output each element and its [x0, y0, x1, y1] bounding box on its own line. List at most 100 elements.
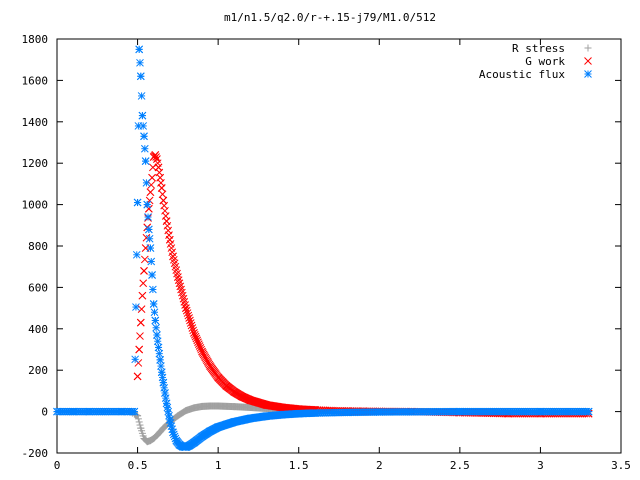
data-point: [185, 314, 193, 322]
data-point: [176, 282, 185, 291]
data-point: [230, 403, 238, 411]
data-point: [294, 409, 303, 418]
data-point: [164, 226, 173, 235]
data-point: [132, 250, 141, 259]
y-tick-label: 1000: [22, 199, 49, 212]
chart-title: m1/n1.5/q2.0/r-+.15-j79/M1.0/512: [224, 11, 436, 24]
data-point: [175, 279, 184, 288]
data-point: [190, 404, 198, 412]
data-point: [162, 217, 171, 226]
legend-marker: [584, 70, 592, 78]
data-point: [189, 326, 198, 335]
data-point: [151, 151, 160, 159]
data-point: [156, 173, 164, 182]
legend-label: G work: [525, 55, 565, 68]
data-point: [190, 329, 198, 337]
data-point: [140, 255, 149, 264]
data-point: [142, 179, 151, 187]
data-point: [136, 421, 144, 429]
y-tick-label: 1600: [22, 74, 49, 87]
data-point: [184, 311, 193, 320]
data-point: [179, 294, 188, 303]
data-point: [158, 190, 167, 199]
data-point: [584, 407, 593, 416]
data-point: [183, 309, 192, 317]
data-point: [143, 438, 151, 446]
data-point: [161, 389, 169, 397]
data-point: [152, 153, 160, 161]
data-point: [156, 428, 164, 436]
data-point: [174, 273, 182, 281]
data-point: [174, 276, 183, 285]
data-point: [53, 407, 61, 416]
legend-marker: [584, 57, 592, 65]
data-point: [133, 198, 142, 207]
data-point: [188, 324, 197, 332]
data-point: [117, 407, 126, 416]
x-tick-label: 1: [215, 459, 222, 472]
data-point: [139, 279, 148, 288]
data-point: [198, 347, 206, 356]
data-point: [343, 408, 351, 417]
data-point: [222, 381, 231, 390]
data-point: [206, 427, 214, 436]
plot-area: [53, 45, 593, 452]
data-point: [134, 412, 142, 420]
data-point: [146, 244, 155, 252]
data-point: [185, 441, 193, 450]
legend-label: R stress: [512, 42, 565, 55]
data-point: [169, 428, 177, 437]
data-point: [190, 438, 198, 447]
data-point: [246, 403, 254, 411]
data-point: [144, 225, 153, 234]
data-point: [143, 200, 152, 209]
data-point: [187, 321, 196, 330]
data-point: [146, 188, 155, 197]
data-point: [169, 252, 177, 261]
y-tick-label: 800: [28, 240, 48, 253]
data-point: [165, 411, 173, 420]
data-point: [177, 285, 185, 294]
data-point: [135, 418, 143, 426]
data-point: [165, 231, 173, 239]
data-point: [214, 373, 222, 382]
data-point: [139, 122, 148, 130]
data-point: [186, 319, 195, 327]
data-point: [230, 388, 239, 396]
data-point: [148, 271, 156, 279]
data-point: [375, 408, 384, 416]
y-axis: -200 0 200 400 600 800 1000 1200 1400 1600 1800: [22, 33, 621, 460]
data-point: [144, 204, 153, 213]
y-tick-label: 600: [28, 281, 48, 294]
legend-label: Acoustic flux: [479, 68, 565, 81]
data-point: [186, 316, 194, 325]
data-point: [182, 407, 190, 415]
x-axis: 0 0.5 1 1.5 2 2.5 3 3.5: [54, 39, 631, 472]
data-point: [182, 304, 190, 312]
data-point: [182, 306, 191, 315]
x-tick-label: 2.5: [450, 459, 470, 472]
y-tick-label: 400: [28, 323, 48, 336]
data-point: [138, 111, 147, 120]
data-point: [214, 423, 222, 431]
y-tick-label: 0: [41, 406, 48, 419]
data-point: [178, 288, 186, 297]
data-point: [69, 407, 77, 416]
data-point: [156, 355, 164, 364]
data-point: [152, 323, 160, 332]
data-point: [230, 418, 239, 426]
data-point: [153, 331, 161, 339]
data-point: [198, 402, 206, 410]
data-point: [149, 285, 157, 294]
data-point: [131, 355, 140, 364]
data-point: [174, 412, 182, 420]
data-point: [159, 196, 168, 205]
data-point: [246, 396, 255, 405]
x-tick-label: 0.5: [128, 459, 148, 472]
x-tick-label: 2: [376, 459, 383, 472]
data-point: [144, 213, 152, 221]
data-point: [145, 234, 154, 243]
data-point: [456, 407, 464, 416]
